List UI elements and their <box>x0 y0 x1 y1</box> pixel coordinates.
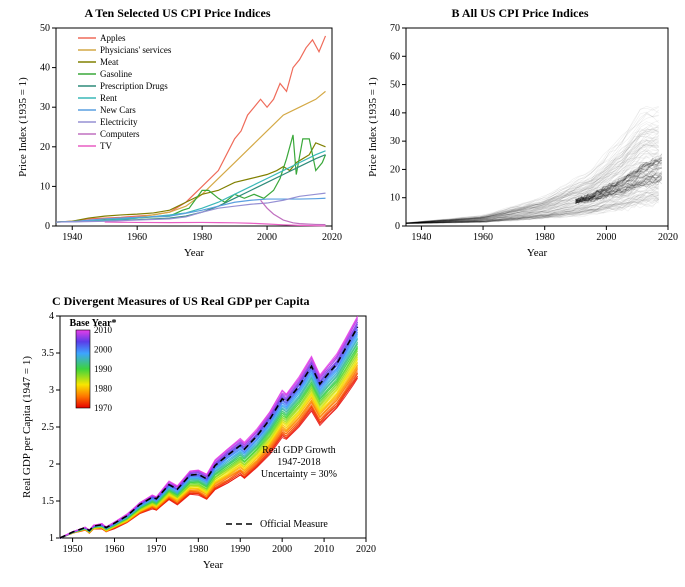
svg-text:30: 30 <box>390 136 400 147</box>
panel-a-chart: 1940 1960 1980 2000 2020 0 10 20 30 40 50 Year Price… <box>10 22 345 267</box>
svg-text:30: 30 <box>40 102 50 113</box>
svg-text:2.5: 2.5 <box>42 422 55 433</box>
panel-b: B All US CPI Price Indices 1940 1960 1980 2… <box>360 8 680 268</box>
svg-text:2020: 2020 <box>322 232 342 243</box>
svg-text:1980: 1980 <box>535 232 555 243</box>
svg-text:20: 20 <box>390 164 400 175</box>
svg-text:1940: 1940 <box>62 232 82 243</box>
legend-label: Physicians' services <box>100 45 172 55</box>
svg-text:Year: Year <box>527 247 548 259</box>
series-line <box>56 91 326 222</box>
svg-text:1990: 1990 <box>230 544 250 555</box>
svg-text:1970: 1970 <box>146 544 166 555</box>
svg-text:2020: 2020 <box>658 232 678 243</box>
svg-text:2000: 2000 <box>257 232 277 243</box>
legend-label: Rent <box>100 93 117 103</box>
svg-text:Price Index (1935 = 1): Price Index (1935 = 1) <box>367 77 379 177</box>
svg-text:2000: 2000 <box>272 544 292 555</box>
series-line <box>56 36 326 222</box>
legend-label: Gasoline <box>100 69 132 79</box>
svg-text:1960: 1960 <box>127 232 147 243</box>
svg-text:20: 20 <box>40 142 50 153</box>
annotation-text: Uncertainty = 30% <box>261 469 337 480</box>
colorbar-tick: 2000 <box>94 345 113 355</box>
variant-line <box>60 322 358 538</box>
svg-text:4: 4 <box>49 311 54 322</box>
svg-text:1: 1 <box>49 533 54 544</box>
svg-text:Real GDP per Capita (1947 = 1): Real GDP per Capita (1947 = 1) <box>21 356 33 498</box>
svg-text:1960: 1960 <box>104 544 124 555</box>
svg-text:1940: 1940 <box>411 232 431 243</box>
svg-text:1950: 1950 <box>63 544 83 555</box>
series-line <box>261 200 326 224</box>
colorbar-tick: 1980 <box>94 384 113 394</box>
svg-text:10: 10 <box>40 181 50 192</box>
svg-text:2: 2 <box>49 459 54 470</box>
svg-text:40: 40 <box>40 63 50 74</box>
panel-b-chart: 1940 1960 1980 2000 2020 0 10 20 30 40 50 60 70 Year P… <box>360 22 680 267</box>
svg-text:60: 60 <box>390 51 400 62</box>
panel-a: A Ten Selected US CPI Price Indices 1940… <box>10 8 345 268</box>
variant-line <box>60 324 358 538</box>
svg-text:2020: 2020 <box>356 544 376 555</box>
svg-text:1980: 1980 <box>188 544 208 555</box>
svg-text:Price Index (1935 = 1): Price Index (1935 = 1) <box>17 77 29 177</box>
svg-text:40: 40 <box>390 108 400 119</box>
svg-text:50: 50 <box>40 23 50 34</box>
legend-label: Apples <box>100 33 126 43</box>
colorbar-tick: 1970 <box>94 403 113 413</box>
panel-b-title: B All US CPI Price Indices <box>360 6 680 21</box>
svg-text:1.5: 1.5 <box>42 496 55 507</box>
svg-text:0: 0 <box>45 221 50 232</box>
panel-c-title: C Divergent Measures of US Real GDP per … <box>10 294 422 309</box>
legend-label: Electricity <box>100 117 138 127</box>
svg-text:70: 70 <box>390 23 400 34</box>
legend-label: Computers <box>100 129 140 139</box>
svg-text:0: 0 <box>395 221 400 232</box>
svg-text:2010: 2010 <box>314 544 334 555</box>
annotation-text: Real GDP Growth <box>262 445 336 456</box>
svg-text:1980: 1980 <box>192 232 212 243</box>
svg-text:1960: 1960 <box>473 232 493 243</box>
svg-text:3.5: 3.5 <box>42 348 55 359</box>
legend-label: Meat <box>100 57 119 67</box>
legend-official-label: Official Measure <box>260 519 328 530</box>
variant-line <box>60 326 358 538</box>
panel-c: C Divergent Measures of US Real GDP per … <box>10 296 380 581</box>
svg-text:2000: 2000 <box>596 232 616 243</box>
colorbar <box>76 330 90 408</box>
svg-text:Year: Year <box>203 559 224 571</box>
panel-a-title: A Ten Selected US CPI Price Indices <box>10 6 345 21</box>
legend-label: TV <box>100 141 112 151</box>
panel-c-chart: 1950 1960 1970 1980 1990 2000 2010 2020 1 1.5 2 2.5… <box>10 310 380 580</box>
legend-label: Prescription Drugs <box>100 81 168 91</box>
annotation-text: 1947-2018 <box>277 457 320 468</box>
svg-text:3: 3 <box>49 385 54 396</box>
svg-text:50: 50 <box>390 80 400 91</box>
series-line <box>56 135 326 222</box>
figure-root: A Ten Selected US CPI Price Indices 1940… <box>0 0 685 587</box>
legend-label: New Cars <box>100 105 136 115</box>
svg-text:Year: Year <box>184 247 205 259</box>
svg-text:10: 10 <box>390 193 400 204</box>
colorbar-tick: 2010 <box>94 325 113 335</box>
colorbar-tick: 1990 <box>94 364 113 374</box>
series-line <box>56 143 326 222</box>
